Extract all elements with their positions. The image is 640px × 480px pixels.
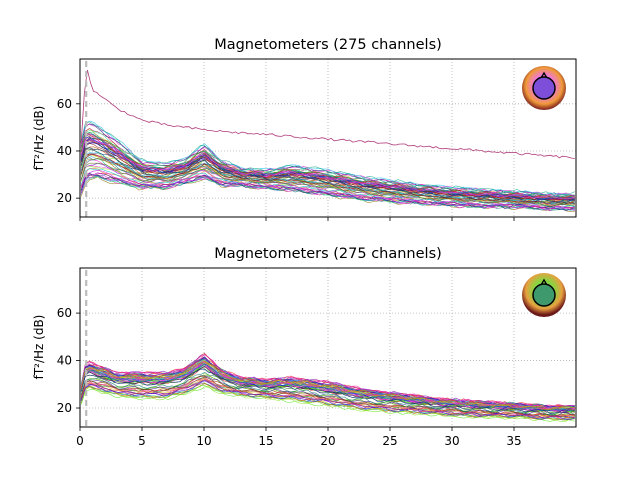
channel-trace — [80, 154, 575, 204]
top-panel-frame — [79, 58, 577, 218]
top-panel-title: Magnetometers (275 channels) — [214, 37, 442, 53]
bottom-psd-panel: Magnetometers (275 channels) 0 5 10 15 20 25 3… — [32, 246, 577, 448]
bottom-panel-channel-traces — [80, 270, 575, 427]
y-tick-label: 40 — [57, 354, 72, 368]
channel-trace — [80, 172, 575, 211]
x-tick-label: 0 — [76, 434, 84, 448]
y-tick-label: 60 — [57, 306, 72, 320]
channel-trace — [80, 380, 575, 421]
x-tick-label: 35 — [506, 434, 521, 448]
x-tick-label: 25 — [382, 434, 397, 448]
channel-trace — [80, 361, 575, 412]
channel-trace — [80, 132, 575, 200]
channel-trace — [80, 385, 575, 422]
channel-trace — [80, 137, 575, 201]
channel-trace — [80, 151, 575, 205]
channel-trace — [80, 162, 575, 207]
bottom-panel-ticks: 0 5 10 15 20 25 30 35 20 40 60 — [57, 306, 522, 448]
top-panel-ticks: 20 40 60 — [57, 97, 515, 221]
channel-trace — [80, 375, 575, 417]
channel-trace — [80, 372, 575, 416]
channel-trace — [80, 123, 575, 196]
channel-trace — [80, 120, 575, 196]
bottom-panel-ylabel: fT²/Hz (dB) — [32, 315, 46, 380]
x-tick-label: 20 — [320, 434, 335, 448]
outlier-channel-trace — [80, 69, 575, 159]
channel-trace — [80, 375, 575, 416]
y-tick-label: 20 — [57, 401, 72, 415]
channel-trace — [80, 368, 575, 414]
y-tick-label: 40 — [57, 144, 72, 158]
channel-trace — [80, 121, 575, 196]
channel-trace — [80, 168, 575, 208]
channel-trace — [80, 170, 575, 210]
bottom-sensor-topomap-icon — [522, 273, 566, 317]
x-tick-label: 5 — [138, 434, 146, 448]
y-tick-label: 20 — [57, 191, 72, 205]
top-psd-panel: Magnetometers (275 channels) 20 40 60 fT²/… — [32, 37, 577, 221]
bottom-panel-frame — [79, 267, 577, 428]
channel-trace — [80, 378, 575, 417]
x-tick-label: 15 — [258, 434, 273, 448]
y-tick-label: 60 — [57, 97, 72, 111]
bottom-panel-title: Magnetometers (275 channels) — [214, 246, 442, 262]
channel-trace — [80, 366, 575, 414]
channel-trace — [80, 382, 575, 421]
top-panel-channel-traces — [80, 61, 575, 217]
top-sensor-topomap-icon — [522, 66, 566, 110]
channel-trace — [80, 143, 575, 201]
x-tick-label: 10 — [196, 434, 211, 448]
top-panel-ylabel: fT²/Hz (dB) — [32, 106, 46, 171]
channel-trace — [80, 360, 575, 411]
x-tick-label: 30 — [444, 434, 459, 448]
